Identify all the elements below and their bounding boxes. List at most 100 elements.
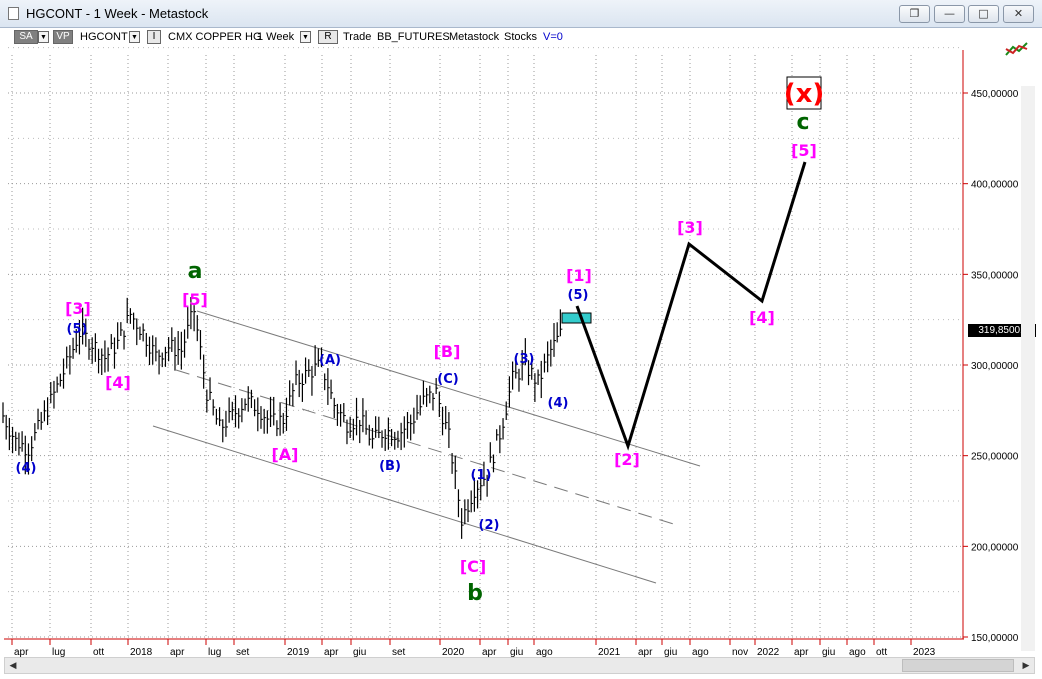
y-axis: 450,00000 400,00000 350,00000 300,00000 250,… — [962, 50, 1019, 644]
r-button[interactable]: R — [318, 30, 338, 44]
wave-label: [2] — [614, 450, 640, 469]
period-label: 1 Week — [257, 31, 295, 43]
x-tick-label: giu — [664, 647, 677, 658]
wave-label: (A) — [319, 353, 341, 368]
x-tick-label: lug — [208, 647, 221, 658]
wave-label: (B) — [379, 459, 401, 474]
x-tick-label: apr — [794, 647, 809, 658]
maximize-button[interactable]: □ — [968, 5, 999, 23]
wave-label: (C) — [437, 372, 458, 387]
trend-channels — [152, 310, 701, 584]
y-tick-label: 350,00000 — [971, 270, 1019, 281]
i-button[interactable]: I — [147, 30, 161, 44]
vertical-scrollbar[interactable] — [1021, 86, 1035, 651]
vp-button[interactable]: VP — [53, 30, 73, 44]
maximize-icon: □ — [978, 7, 989, 20]
scroll-thumb[interactable] — [902, 659, 1014, 672]
title-bar: HGCONT - 1 Week - Metastock ❐ — □ ✕ — [0, 0, 1042, 28]
last-price-tag: 319,85001 — [968, 324, 1036, 337]
x-tick-label: set — [392, 647, 406, 658]
sa-dropdown-icon[interactable]: ▼ — [38, 31, 49, 43]
wave-label: (1) — [471, 468, 492, 483]
x-tick-label: 2020 — [442, 647, 465, 658]
x-tick-label: 2018 — [130, 647, 153, 658]
x-tick-label: ott — [876, 647, 887, 658]
period-dropdown-icon[interactable]: ▼ — [300, 31, 311, 43]
y-tick-label: 450,00000 — [971, 89, 1019, 100]
wave-label: [B] — [434, 342, 461, 361]
wave-label: (4) — [16, 461, 37, 476]
y-tick-label: 200,00000 — [971, 542, 1019, 553]
wave-label: [5] — [182, 290, 208, 309]
wave-label: (x) — [784, 79, 825, 109]
wave-label: [1] — [566, 266, 592, 285]
x-tick-label: apr — [638, 647, 653, 658]
wave-label: b — [467, 581, 483, 606]
instrument-label: CMX COPPER HG — [168, 31, 262, 43]
indicator-icon[interactable] — [1004, 40, 1030, 58]
x-tick-label: giu — [510, 647, 523, 658]
x-tick-label: apr — [324, 647, 339, 658]
x-tick-label: ago — [692, 647, 709, 658]
chart-toolbar: SA ▼ VP HGCONT ▼ I CMX COPPER HG 1 Week … — [0, 28, 1042, 47]
y-tick-label: 300,00000 — [971, 361, 1019, 372]
window-title: HGCONT - 1 Week - Metastock — [26, 6, 209, 21]
x-tick-label: 2022 — [757, 647, 780, 658]
scroll-left-icon[interactable]: ◀ — [9, 661, 17, 671]
restore-window-button[interactable]: ❐ — [899, 5, 930, 23]
sa-button[interactable]: SA — [14, 30, 38, 44]
channel-lower-line — [152, 425, 657, 584]
wave-label: [A] — [271, 445, 298, 464]
trade-label: Trade — [343, 31, 372, 43]
x-tick-label: 2023 — [913, 647, 936, 658]
wave-label: (3) — [514, 352, 535, 367]
wave-label: (5) — [67, 322, 88, 337]
horizontal-scrollbar[interactable]: ◀ ▶ — [4, 657, 1035, 674]
x-tick-label: 2019 — [287, 647, 310, 658]
x-wave-box — [786, 76, 822, 110]
symbol-label: HGCONT — [80, 31, 128, 43]
x-tick-label: apr — [482, 647, 497, 658]
wave-label: [5] — [791, 141, 817, 160]
target-box — [561, 312, 592, 324]
minimize-icon: — — [944, 7, 955, 20]
x-tick-label: giu — [822, 647, 835, 658]
wave-label: [4] — [105, 373, 131, 392]
x-tick-label: nov — [732, 647, 748, 658]
x-axis: apr lug ott 2018 apr lug set 2019 apr giu set 2020 a… — [4, 638, 964, 658]
wave-label: [4] — [749, 308, 775, 327]
document-icon — [8, 7, 19, 20]
volume-label: V=0 — [543, 31, 563, 43]
wave-label: (5) — [568, 288, 589, 303]
restore-window-icon: ❐ — [909, 7, 920, 20]
minimize-button[interactable]: — — [934, 5, 965, 23]
wave-label: (2) — [479, 518, 500, 533]
x-tick-label: ago — [849, 647, 866, 658]
exchange-label: BB_FUTURES — [377, 31, 450, 43]
y-tick-label: 400,00000 — [971, 180, 1019, 191]
wave-label: [3] — [677, 218, 703, 237]
x-tick-label: set — [236, 647, 250, 658]
type-label: Stocks — [504, 31, 538, 43]
wave-label: [3] — [65, 299, 91, 318]
wave-labels: (4) [3] (5) [4] a [5] [A] (A) (B) [B] (C) (1) (2) [C]… — [16, 79, 825, 606]
wave-label: c — [796, 110, 809, 135]
wave-label: a — [188, 259, 203, 284]
wave-label: (4) — [548, 396, 569, 411]
y-tick-label: 150,00000 — [971, 633, 1019, 644]
x-tick-label: ago — [536, 647, 553, 658]
source-label: Metastock — [449, 31, 500, 43]
x-tick-label: apr — [170, 647, 185, 658]
x-tick-label: giu — [353, 647, 366, 658]
close-button[interactable]: ✕ — [1003, 5, 1034, 23]
price-bars — [2, 297, 563, 539]
wave-label: [C] — [460, 557, 486, 576]
scroll-right-icon[interactable]: ▶ — [1022, 661, 1030, 671]
close-icon: ✕ — [1013, 7, 1024, 20]
x-tick-label: lug — [52, 647, 65, 658]
x-tick-label: 2021 — [598, 647, 621, 658]
chart-grid — [8, 47, 962, 639]
symbol-dropdown-icon[interactable]: ▼ — [129, 31, 140, 43]
channel-upper-line — [196, 310, 701, 467]
